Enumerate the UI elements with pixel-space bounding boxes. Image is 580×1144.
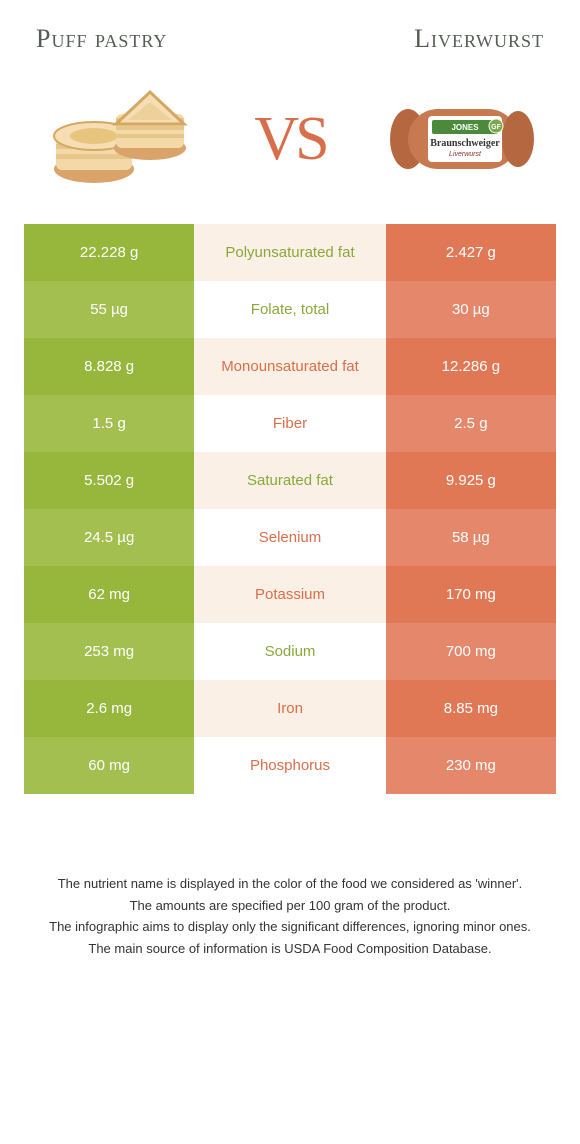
svg-text:GF: GF — [491, 124, 501, 131]
right-value: 2.427 g — [386, 224, 556, 281]
nutrient-label: Fiber — [194, 395, 386, 452]
left-value: 2.6 mg — [24, 680, 194, 737]
left-value: 60 mg — [24, 737, 194, 794]
left-value: 253 mg — [24, 623, 194, 680]
svg-text:Braunschweiger: Braunschweiger — [430, 138, 500, 149]
liverwurst-image: JONES Braunschweiger Liverwurst GF — [376, 84, 546, 194]
nutrient-label: Saturated fat — [194, 452, 386, 509]
nutrient-row: 1.5 gFiber2.5 g — [24, 395, 556, 452]
nutrient-row: 62 mgPotassium170 mg — [24, 566, 556, 623]
nutrient-row: 253 mgSodium700 mg — [24, 623, 556, 680]
nutrient-row: 60 mgPhosphorus230 mg — [24, 737, 556, 794]
puff-pastry-image — [34, 84, 204, 194]
left-value: 55 µg — [24, 281, 194, 338]
right-value: 9.925 g — [386, 452, 556, 509]
right-value: 12.286 g — [386, 338, 556, 395]
nutrient-row: 2.6 mgIron8.85 mg — [24, 680, 556, 737]
right-food-title: Liverwurst — [414, 24, 544, 54]
nutrient-label: Selenium — [194, 509, 386, 566]
nutrient-label: Monounsaturated fat — [194, 338, 386, 395]
footnote-line: The amounts are specified per 100 gram o… — [28, 896, 552, 916]
nutrient-label: Phosphorus — [194, 737, 386, 794]
svg-text:Liverwurst: Liverwurst — [449, 151, 482, 158]
nutrient-label: Potassium — [194, 566, 386, 623]
nutrient-row: 55 µgFolate, total30 µg — [24, 281, 556, 338]
nutrient-row: 5.502 gSaturated fat9.925 g — [24, 452, 556, 509]
right-value: 58 µg — [386, 509, 556, 566]
nutrient-label: Polyunsaturated fat — [194, 224, 386, 281]
nutrient-row: 8.828 gMonounsaturated fat12.286 g — [24, 338, 556, 395]
footnotes: The nutrient name is displayed in the co… — [24, 794, 556, 958]
left-value: 1.5 g — [24, 395, 194, 452]
nutrition-table: 22.228 gPolyunsaturated fat2.427 g55 µgF… — [24, 224, 556, 794]
nutrient-row: 24.5 µgSelenium58 µg — [24, 509, 556, 566]
svg-text:JONES: JONES — [451, 123, 479, 132]
right-value: 230 mg — [386, 737, 556, 794]
footnote-line: The main source of information is USDA F… — [28, 939, 552, 959]
nutrient-label: Iron — [194, 680, 386, 737]
left-value: 24.5 µg — [24, 509, 194, 566]
nutrient-row: 22.228 gPolyunsaturated fat2.427 g — [24, 224, 556, 281]
footnote-line: The infographic aims to display only the… — [28, 917, 552, 937]
left-value: 8.828 g — [24, 338, 194, 395]
left-food-title: Puff pastry — [36, 24, 167, 54]
right-value: 700 mg — [386, 623, 556, 680]
right-value: 30 µg — [386, 281, 556, 338]
nutrient-label: Sodium — [194, 623, 386, 680]
vs-label: VS — [254, 104, 325, 175]
right-value: 2.5 g — [386, 395, 556, 452]
left-value: 5.502 g — [24, 452, 194, 509]
right-value: 170 mg — [386, 566, 556, 623]
right-value: 8.85 mg — [386, 680, 556, 737]
left-value: 22.228 g — [24, 224, 194, 281]
header-row: Puff pastry Liverwurst — [24, 24, 556, 84]
left-value: 62 mg — [24, 566, 194, 623]
nutrient-label: Folate, total — [194, 281, 386, 338]
images-row: VS JONES Braunschweiger Liverwurst GF — [24, 84, 556, 224]
footnote-line: The nutrient name is displayed in the co… — [28, 874, 552, 894]
